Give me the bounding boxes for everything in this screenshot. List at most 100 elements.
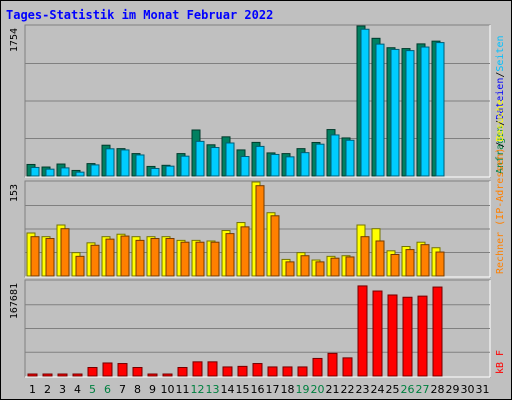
day-label-4: 4 <box>74 383 81 396</box>
day-label-2: 2 <box>44 383 51 396</box>
bar-mid-s1-d11 <box>180 241 190 277</box>
bar-top-s2-d14 <box>225 142 235 177</box>
day-label-5: 5 <box>89 383 96 396</box>
bar-bot-s0-d6 <box>102 362 113 377</box>
day-label-29: 29 <box>446 383 460 396</box>
bar-mid-s1-d10 <box>165 238 175 277</box>
day-label-7: 7 <box>119 383 126 396</box>
bar-bot-s0-d23 <box>357 285 368 377</box>
bar-top-s2-d9 <box>150 167 160 177</box>
bar-mid-s1-d20 <box>315 261 325 277</box>
day-label-20: 20 <box>311 383 325 396</box>
bar-top-s2-d16 <box>255 145 265 177</box>
bar-bot-s0-d19 <box>297 366 308 377</box>
bar-mid-s1-d24 <box>375 240 385 277</box>
bar-mid-s1-d19 <box>300 255 310 277</box>
day-label-8: 8 <box>134 383 141 396</box>
day-label-15: 15 <box>236 383 250 396</box>
bar-top-s2-d15 <box>240 156 250 177</box>
legend-item: Rechner (IP-Adressen) <box>495 148 506 274</box>
bar-bot-s0-d24 <box>372 290 383 377</box>
ymax-label-top: 1754 <box>9 28 20 52</box>
day-label-24: 24 <box>371 383 385 396</box>
chart-title: Tages-Statistik im Monat Februar 2022 <box>6 8 273 22</box>
day-label-19: 19 <box>296 383 310 396</box>
bar-bot-s0-d26 <box>402 296 413 377</box>
bar-top-s2-d5 <box>90 164 100 177</box>
bar-bot-s0-d7 <box>117 363 128 377</box>
bar-top-s2-d26 <box>405 50 415 177</box>
bar-top-s2-d11 <box>180 155 190 177</box>
bar-bot-s0-d18 <box>282 366 293 377</box>
bar-mid-s1-d15 <box>240 226 250 277</box>
legend-item: kB F <box>495 350 506 374</box>
bar-mid-s1-d17 <box>270 215 280 277</box>
bar-mid-s1-d16 <box>255 185 265 277</box>
day-label-26: 26 <box>401 383 415 396</box>
bar-bot-s0-d10 <box>162 373 173 377</box>
day-label-28: 28 <box>431 383 445 396</box>
bar-bot-s0-d21 <box>327 352 338 377</box>
day-label-9: 9 <box>149 383 156 396</box>
bar-mid-s1-d2 <box>45 238 55 277</box>
day-label-1: 1 <box>29 383 36 396</box>
day-label-14: 14 <box>221 383 235 396</box>
bar-top-s2-d22 <box>345 139 355 177</box>
day-label-6: 6 <box>104 383 111 396</box>
bar-top-s2-d2 <box>45 168 55 177</box>
day-label-17: 17 <box>266 383 280 396</box>
bar-bot-s0-d20 <box>312 357 323 377</box>
bar-mid-s1-d3 <box>60 228 70 277</box>
bar-mid-s1-d12 <box>195 241 205 277</box>
legend-bot: kB F <box>495 350 506 374</box>
bar-mid-s1-d6 <box>105 238 115 277</box>
day-label-21: 21 <box>326 383 340 396</box>
bar-bot-s0-d9 <box>147 373 158 377</box>
bar-bot-s0-d27 <box>417 295 428 377</box>
bar-top-s2-d13 <box>210 147 220 177</box>
bar-top-s2-d17 <box>270 153 280 177</box>
bar-mid-s1-d1 <box>30 236 40 277</box>
day-label-30: 30 <box>461 383 475 396</box>
bar-bot-s0-d1 <box>27 373 38 377</box>
day-label-10: 10 <box>161 383 175 396</box>
bar-top-s2-d12 <box>195 140 205 177</box>
legend-item: Anfragen <box>495 126 506 174</box>
day-label-22: 22 <box>341 383 355 396</box>
legend-item: / <box>495 120 506 126</box>
bar-mid-s1-d28 <box>435 251 445 277</box>
bar-mid-s1-d9 <box>150 238 160 277</box>
bar-top-s2-d7 <box>120 149 130 177</box>
bar-bot-s0-d3 <box>57 373 68 377</box>
bar-bot-s0-d22 <box>342 357 353 377</box>
bar-bot-s0-d25 <box>387 294 398 377</box>
day-label-16: 16 <box>251 383 265 396</box>
ymax-label-bot: 167681 <box>9 283 20 319</box>
bar-mid-s1-d13 <box>210 241 220 277</box>
bar-top-s2-d8 <box>135 154 145 177</box>
legend-item: Dateien <box>495 78 506 120</box>
bar-top-s2-d25 <box>390 48 400 177</box>
bar-mid-s1-d8 <box>135 239 145 277</box>
bar-bot-s0-d28 <box>432 286 443 377</box>
legend-mid: Rechner (IP-Adressen) /Besuche <box>495 99 506 274</box>
day-label-18: 18 <box>281 383 295 396</box>
bar-top-s2-d21 <box>330 134 340 177</box>
legend-item: Besuche <box>495 99 506 141</box>
bar-top-s2-d1 <box>30 166 40 177</box>
bar-mid-s1-d14 <box>225 233 235 277</box>
bar-top-s2-d19 <box>300 152 310 177</box>
bar-mid-s1-d25 <box>390 253 400 277</box>
bar-top-s2-d24 <box>375 43 385 177</box>
bar-mid-s1-d23 <box>360 236 370 277</box>
bar-mid-s1-d7 <box>120 235 130 277</box>
bar-mid-s1-d26 <box>405 249 415 277</box>
bar-top-s2-d23 <box>360 28 370 177</box>
bar-top-s2-d18 <box>285 156 295 177</box>
day-label-13: 13 <box>206 383 220 396</box>
day-label-31: 31 <box>476 383 490 396</box>
bar-bot-s0-d11 <box>177 367 188 377</box>
bar-bot-s0-d13 <box>207 361 218 377</box>
bar-bot-s0-d2 <box>42 373 53 377</box>
